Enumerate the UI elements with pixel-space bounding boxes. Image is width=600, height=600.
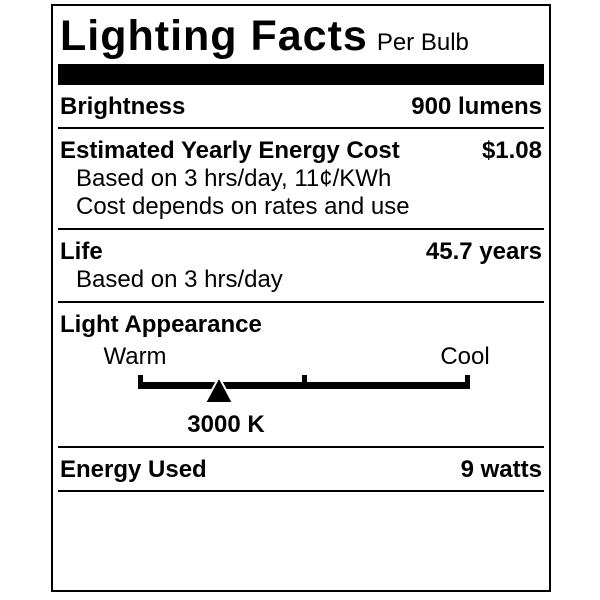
light-appearance-label: Light Appearance — [60, 311, 262, 338]
energy-used-row: Energy Used 9 watts — [58, 448, 544, 492]
scale-right-tick — [465, 375, 470, 389]
brightness-label: Brightness — [60, 93, 186, 120]
life-row: Life 45.7 years — [58, 238, 544, 266]
scale-endpoint-labels: Warm Cool — [58, 343, 544, 371]
title-row: Lighting Facts Per Bulb — [58, 6, 544, 64]
energy-cost-row: Estimated Yearly Energy Cost $1.08 — [58, 137, 544, 165]
lighting-facts-label: Lighting Facts Per Bulb Brightness 900 l… — [51, 4, 551, 592]
warm-label: Warm — [103, 343, 167, 370]
energy-cost-label: Estimated Yearly Energy Cost — [60, 137, 400, 164]
life-value: 45.7 years — [425, 238, 542, 265]
kelvin-row: 3000 K — [58, 411, 544, 439]
separator-bar — [58, 64, 544, 85]
energy-cost-note-disclaimer: Cost depends on rates and use — [76, 193, 410, 220]
color-temperature-scale — [138, 375, 470, 404]
label-subtitle: Per Bulb — [376, 29, 469, 56]
energy-cost-section: Estimated Yearly Energy Cost $1.08 Based… — [58, 129, 544, 230]
life-section: Life 45.7 years Based on 3 hrs/day — [58, 230, 544, 303]
energy-used-value: 9 watts — [460, 456, 542, 483]
light-appearance-section: Light Appearance Warm Cool 3000 K — [58, 303, 544, 448]
energy-used-label: Energy Used — [60, 456, 207, 483]
light-appearance-heading-row: Light Appearance — [58, 311, 544, 339]
brightness-value: 900 lumens — [411, 93, 542, 120]
scale-middle-tick — [302, 375, 307, 389]
brightness-row: Brightness 900 lumens — [58, 85, 544, 129]
life-note: Based on 3 hrs/day — [76, 266, 283, 293]
scale-left-tick — [138, 375, 143, 389]
energy-cost-note-basis: Based on 3 hrs/day, 11¢/KWh — [76, 165, 392, 192]
life-label: Life — [60, 238, 103, 265]
cool-label: Cool — [440, 343, 490, 370]
triangle-marker-icon — [203, 375, 235, 404]
kelvin-value: 3000 K — [187, 411, 265, 438]
label-title: Lighting Facts — [60, 12, 368, 60]
energy-cost-value: $1.08 — [481, 137, 542, 164]
